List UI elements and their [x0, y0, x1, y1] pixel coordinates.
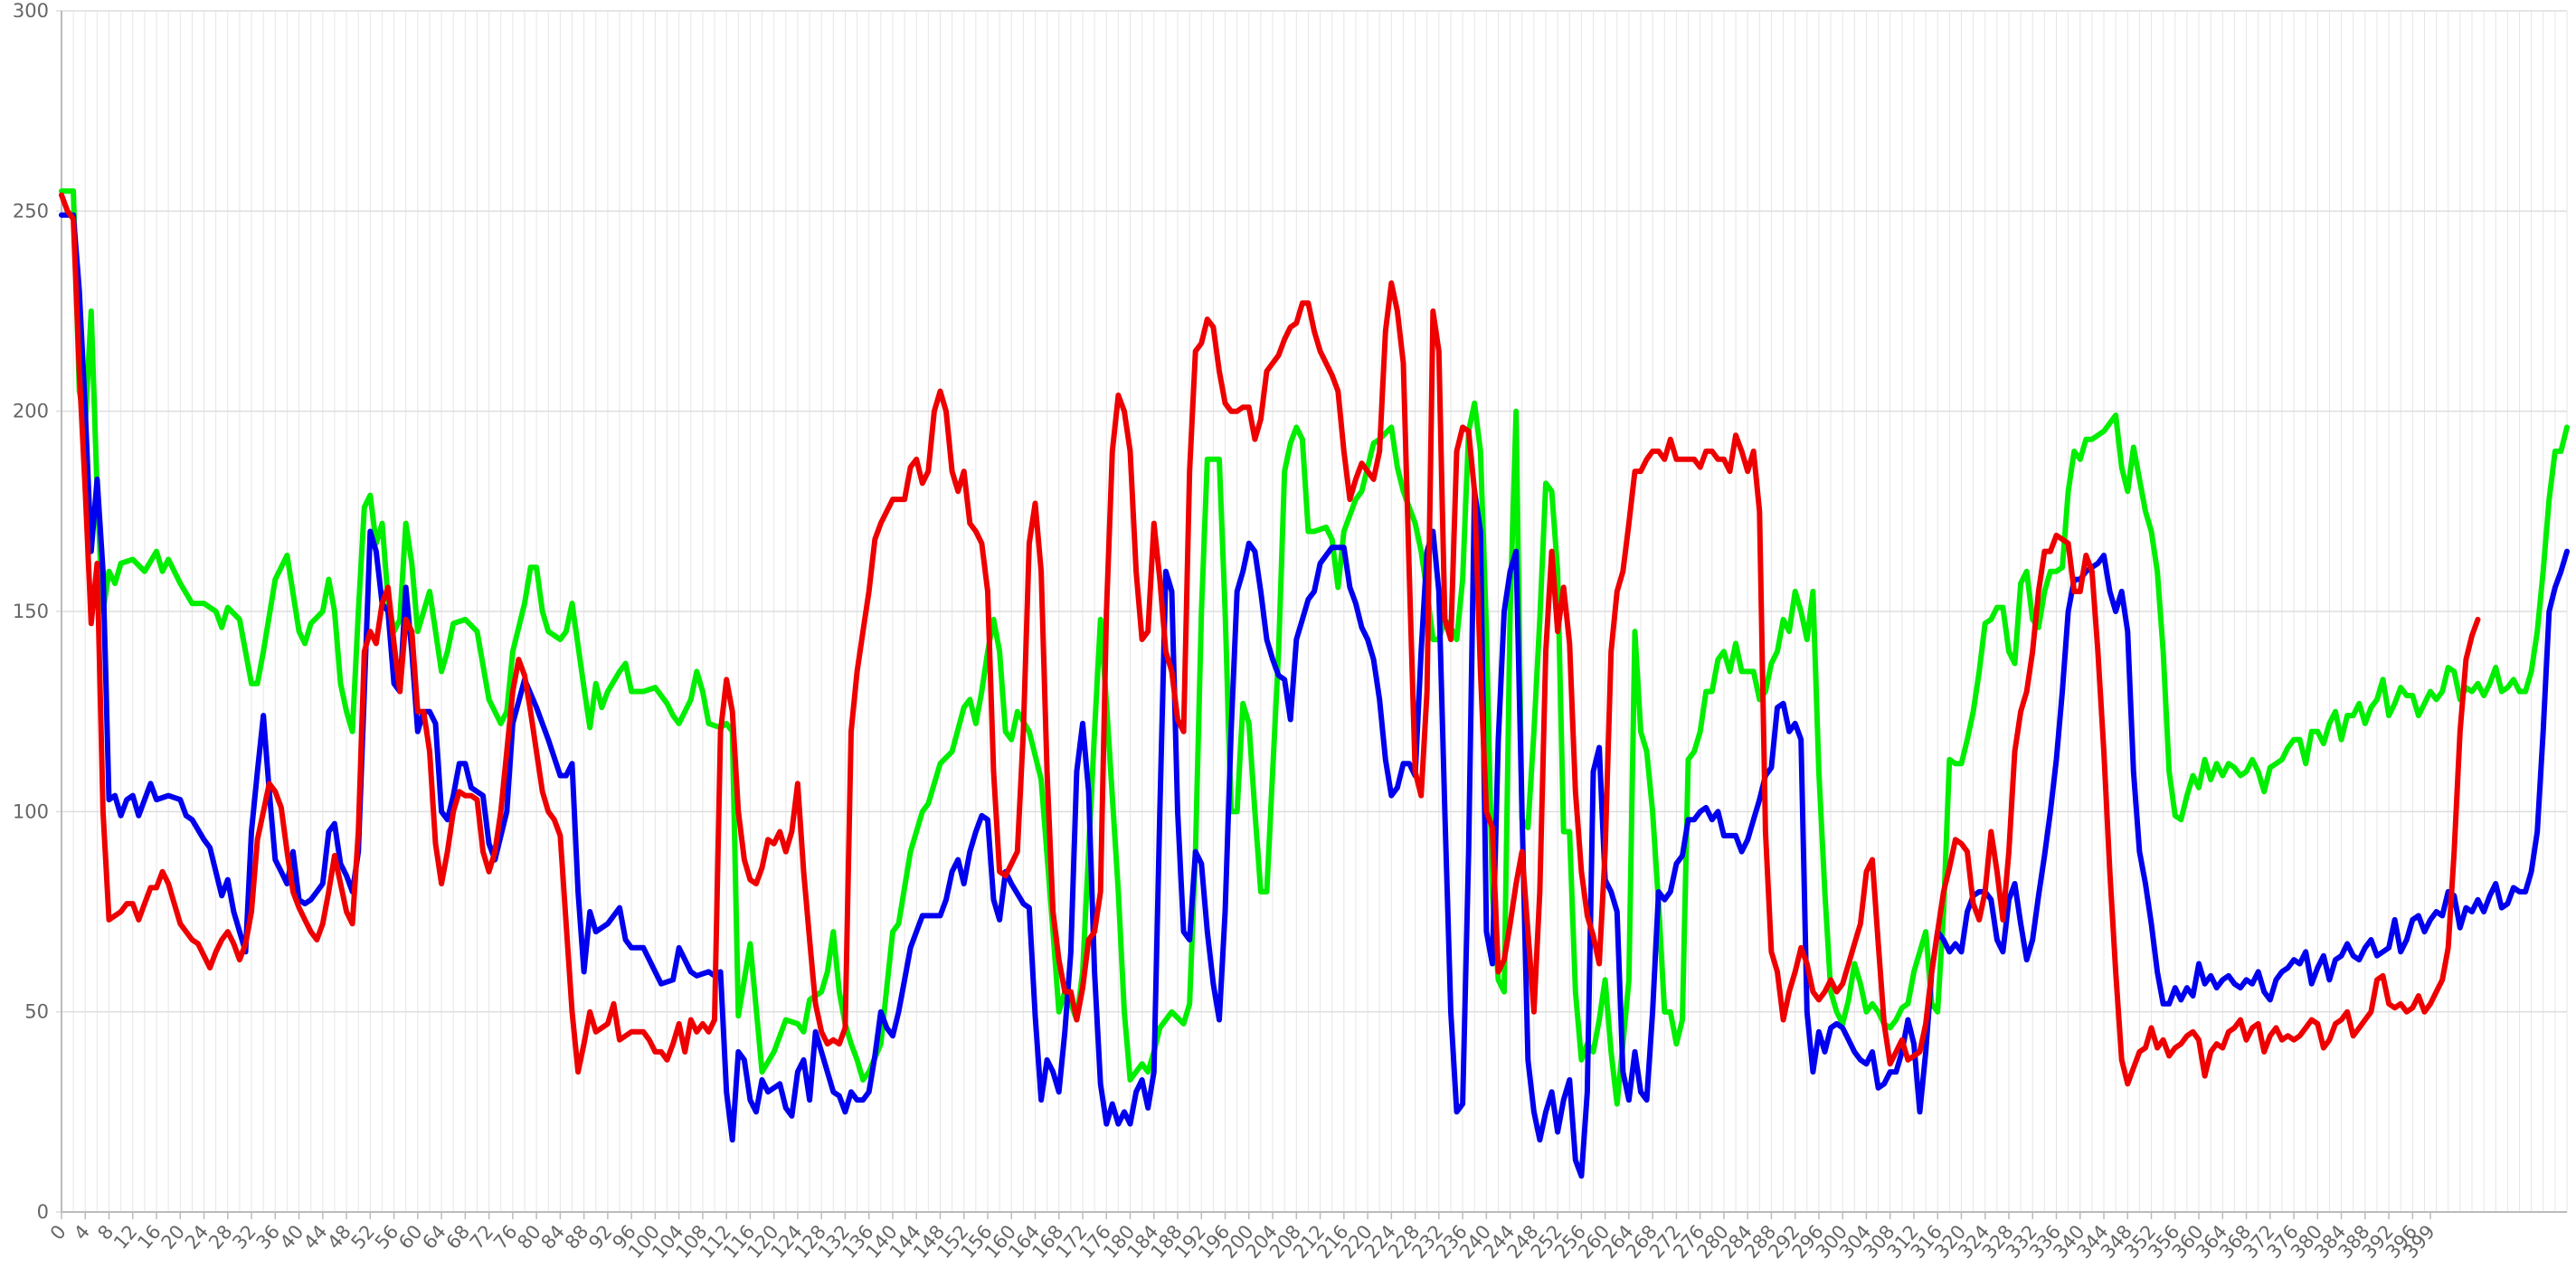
y-tick-label: 200: [13, 401, 49, 422]
x-tick-label: 4: [70, 1221, 94, 1245]
x-axis-tick-labels: 0 4 81216202428323640444852566064687276808…: [46, 1221, 2439, 1263]
series-lines: [59, 188, 2570, 1179]
grid-lines: [56, 10, 2568, 1213]
axes: [61, 11, 2567, 1219]
x-tick-label: 0: [46, 1221, 71, 1245]
series-line-1: [59, 188, 2570, 1107]
series-line-3: [59, 192, 2481, 1087]
y-tick-label: 250: [13, 200, 49, 222]
y-tick-label: 0: [37, 1201, 49, 1223]
y-axis-tick-labels: 0 50 100 150 200 250 300: [13, 0, 49, 1223]
series-line-2: [59, 212, 2570, 1179]
y-tick-label: 150: [13, 601, 49, 622]
y-tick-label: 100: [13, 800, 49, 822]
y-tick-label: 50: [24, 1001, 49, 1023]
y-tick-label: 300: [13, 0, 49, 22]
